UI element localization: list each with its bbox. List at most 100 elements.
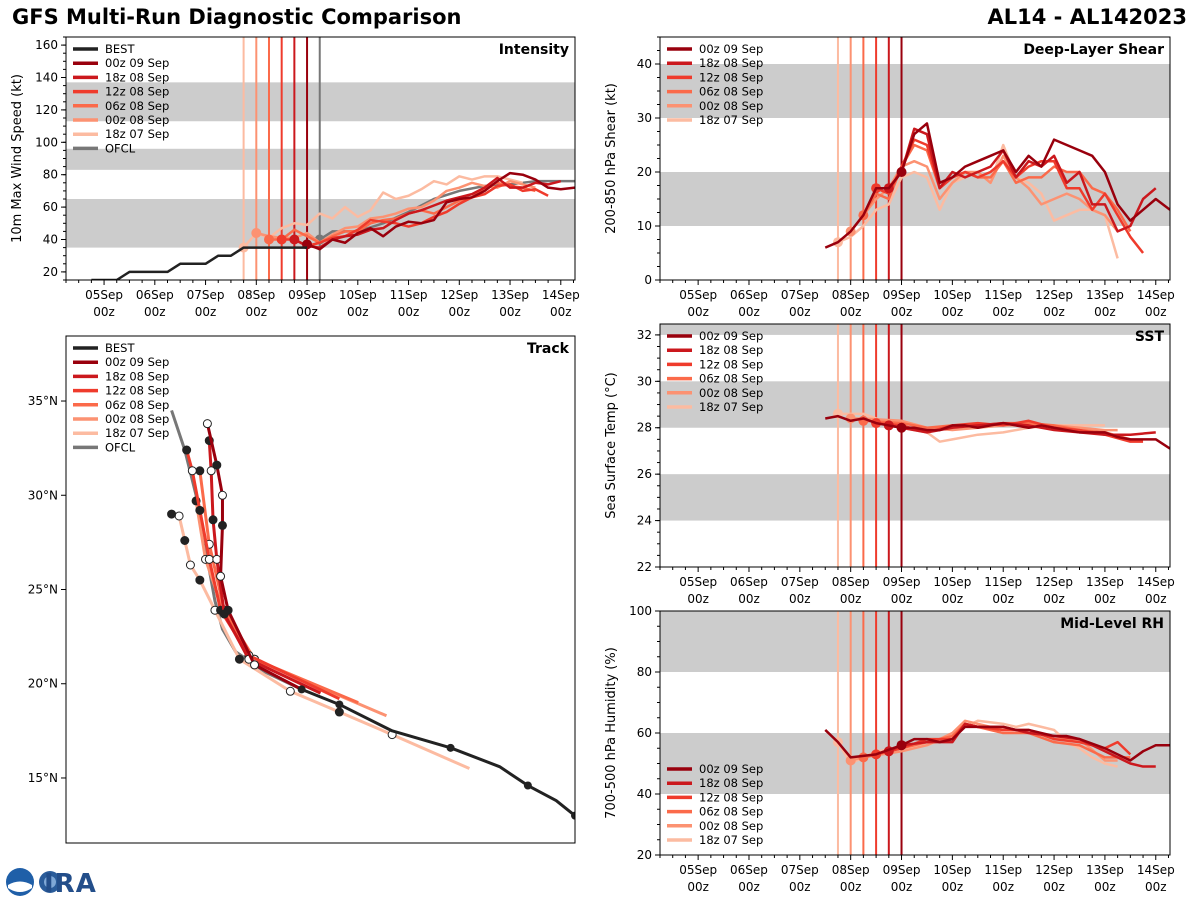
x-tick-label-day: 05Sep: [85, 288, 123, 302]
track-day-marker: [335, 700, 344, 709]
x-tick-label-day: 13Sep: [1086, 575, 1124, 589]
chart-deep-layer-shear: 0 10 20 30 40 05Sep 00z 06Sep 00z 07Sep 00z 08Sep 00…: [604, 36, 1175, 319]
x-tick-label-hour: 00z: [144, 305, 166, 319]
x-tick-label-hour: 00z: [738, 592, 760, 606]
x-tick-label-day: 05Sep: [679, 288, 717, 302]
legend-label: 18z 08 Sep: [699, 776, 763, 790]
x-tick-label-hour: 00z: [992, 592, 1014, 606]
x-tick-label-hour: 00z: [942, 305, 964, 319]
x-tick-label-day: 09Sep: [288, 288, 326, 302]
x-tick-label-hour: 00z: [195, 305, 217, 319]
y-tick-label: 160: [35, 38, 58, 52]
x-tick-label-hour: 00z: [398, 305, 420, 319]
x-tick-label-hour: 00z: [1145, 305, 1167, 319]
track-day-marker: [216, 571, 226, 581]
legend-label: 12z 08 Sep: [699, 357, 763, 371]
page-title: GFS Multi-Run Diagnostic Comparison: [12, 5, 462, 29]
x-tick-label-hour: 00z: [93, 305, 115, 319]
x-tick-label-day: 12Sep: [1035, 288, 1073, 302]
init-point: [251, 228, 262, 239]
series-line-00z-09-sep: [306, 171, 575, 251]
x-tick-label-hour: 00z: [942, 592, 964, 606]
legend-label: 18z 08 Sep: [105, 369, 169, 383]
legend-label: 18z 07 Sep: [699, 113, 763, 127]
chart-title: Intensity: [499, 42, 569, 58]
legend-label: 06z 08 Sep: [699, 372, 763, 386]
track-day-marker: [206, 466, 216, 476]
y-tick-label: 100: [629, 604, 652, 618]
x-tick-label-day: 05Sep: [679, 863, 717, 877]
x-tick-label-hour: 00z: [992, 880, 1014, 894]
x-tick-label-day: 10Sep: [339, 288, 377, 302]
x-tick-label-day: 13Sep: [491, 288, 529, 302]
chart-title: Mid-Level RH: [1060, 616, 1164, 632]
x-tick-label-day: 13Sep: [1086, 288, 1124, 302]
init-point: [263, 234, 274, 245]
legend-label: BEST: [105, 42, 135, 56]
track-day-marker: [180, 535, 190, 545]
y-tick-label: 80: [637, 665, 652, 679]
y-tick-label: 60: [637, 726, 652, 740]
x-tick-label-hour: 00z: [738, 305, 760, 319]
x-tick-label-day: 07Sep: [187, 288, 225, 302]
x-tick-label-day: 14Sep: [542, 288, 580, 302]
y-tick-label: 80: [43, 168, 58, 182]
series-line-best: [301, 687, 575, 817]
track-day-marker: [446, 743, 455, 752]
y-tick-label: 40: [637, 57, 652, 71]
x-tick-label-hour: 00z: [840, 592, 862, 606]
x-tick-label-hour: 00z: [347, 305, 369, 319]
x-tick-label-hour: 00z: [891, 305, 913, 319]
series-line-00z-09-sep: [824, 122, 1170, 249]
track-day-marker: [234, 654, 244, 664]
legend-label: 00z 09 Sep: [699, 329, 763, 343]
series-line-00z-09-sep: [824, 725, 1170, 762]
threshold-band: [660, 324, 1170, 335]
x-tick-label-day: 10Sep: [933, 863, 971, 877]
init-point: [276, 234, 287, 245]
noaa-wave-icon: [8, 881, 32, 892]
threshold-band: [660, 172, 1170, 226]
legend-label: 00z 08 Sep: [699, 386, 763, 400]
x-tick-label-hour: 00z: [1043, 880, 1065, 894]
y-tick-label: 10: [637, 219, 652, 233]
track-day-marker: [167, 509, 177, 519]
legend-label: 12z 08 Sep: [699, 70, 763, 84]
legend-label: OFCL: [105, 440, 136, 454]
x-tick-label-hour: 00z: [449, 305, 471, 319]
y-tick-label: 22: [637, 560, 652, 574]
x-tick-label-day: 11Sep: [984, 288, 1022, 302]
x-tick-label-day: 06Sep: [136, 288, 174, 302]
y-tick-label: 24: [637, 514, 652, 528]
x-tick-label-hour: 00z: [789, 880, 811, 894]
series-line-18z-08-sep: [207, 440, 322, 695]
x-tick-label-hour: 00z: [550, 305, 572, 319]
y-tick-label: 15°N: [28, 771, 58, 785]
y-tick-label: 30: [637, 374, 652, 388]
globe-inner-icon: [44, 876, 56, 888]
x-tick-label-hour: 00z: [246, 305, 268, 319]
legend-label: 18z 08 Sep: [699, 343, 763, 357]
init-point: [896, 167, 907, 177]
x-tick-label-hour: 00z: [992, 305, 1014, 319]
legend-label: 18z 07 Sep: [699, 833, 763, 847]
threshold-band: [660, 611, 1170, 672]
x-tick-label-day: 06Sep: [730, 863, 768, 877]
storm-id: AL14 - AL142023: [987, 5, 1188, 29]
x-tick-label-hour: 00z: [687, 305, 709, 319]
y-tick-label: 20: [637, 848, 652, 862]
x-tick-label-hour: 00z: [1043, 305, 1065, 319]
track-day-marker: [297, 685, 306, 694]
series-line-00z-09-sep: [205, 423, 303, 691]
legend-label: 06z 08 Sep: [699, 85, 763, 99]
track-day-marker: [185, 560, 195, 570]
track-day-marker: [217, 490, 227, 500]
y-tick-label: 25°N: [28, 583, 58, 597]
track-day-marker: [195, 505, 205, 515]
